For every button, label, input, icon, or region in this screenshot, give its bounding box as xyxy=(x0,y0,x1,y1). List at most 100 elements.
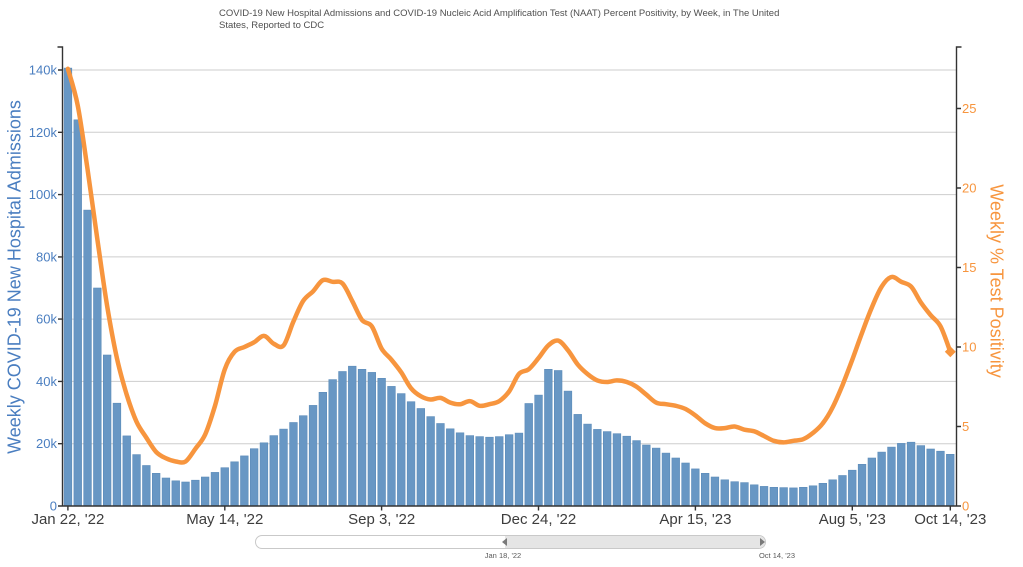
admissions-bar[interactable] xyxy=(387,386,396,507)
admissions-bar[interactable] xyxy=(524,403,533,507)
admissions-bar[interactable] xyxy=(906,441,916,507)
admissions-bar[interactable] xyxy=(661,452,671,507)
admissions-bar[interactable] xyxy=(259,442,269,507)
scrollbar-track[interactable] xyxy=(255,535,766,549)
admissions-bar[interactable] xyxy=(240,455,249,507)
admissions-bar[interactable] xyxy=(132,454,141,507)
admissions-bar[interactable] xyxy=(289,422,298,507)
scrollbar-grip-right[interactable] xyxy=(760,538,765,546)
admissions-bar[interactable] xyxy=(818,482,827,507)
admissions-bar[interactable] xyxy=(642,444,651,507)
admissions-bar[interactable] xyxy=(720,479,729,507)
admissions-bar[interactable] xyxy=(93,287,102,507)
admissions-bar[interactable] xyxy=(612,433,622,507)
admissions-bar[interactable] xyxy=(710,476,720,507)
admissions-bar[interactable] xyxy=(161,477,171,507)
admissions-bar[interactable] xyxy=(73,119,82,507)
admissions-bar[interactable] xyxy=(465,435,474,507)
admissions-bar[interactable] xyxy=(171,480,180,507)
admissions-bar[interactable] xyxy=(83,209,92,507)
admissions-bar[interactable] xyxy=(573,414,582,507)
admissions-bar[interactable] xyxy=(348,365,357,507)
right-axis-tick-labels: 0 5 10 15 20 25 xyxy=(962,101,976,514)
admissions-bar[interactable] xyxy=(397,393,406,507)
admissions-bar[interactable] xyxy=(406,401,416,507)
admissions-bar[interactable] xyxy=(299,415,308,507)
admissions-bar[interactable] xyxy=(152,472,161,507)
scrollbar-grip-left[interactable] xyxy=(502,538,507,546)
admissions-bar[interactable] xyxy=(877,451,886,507)
admissions-bar[interactable] xyxy=(946,453,955,507)
admissions-bar[interactable] xyxy=(504,434,514,507)
admissions-bar[interactable] xyxy=(789,487,798,507)
admissions-bar[interactable] xyxy=(220,467,229,507)
admissions-bar[interactable] xyxy=(769,486,778,507)
admissions-bar[interactable] xyxy=(622,435,631,507)
admissions-bar[interactable] xyxy=(112,402,122,507)
admissions-bar[interactable] xyxy=(514,432,524,507)
admissions-bar[interactable] xyxy=(426,416,435,507)
admissions-bar[interactable] xyxy=(455,432,465,507)
admissions-bar[interactable] xyxy=(318,391,327,507)
svg-text:5: 5 xyxy=(962,419,969,434)
admissions-bar[interactable] xyxy=(338,371,347,507)
admissions-bar[interactable] xyxy=(730,481,739,507)
admissions-bar[interactable] xyxy=(799,486,808,507)
admissions-bar[interactable] xyxy=(63,67,73,507)
admissions-bar[interactable] xyxy=(436,423,445,507)
admissions-bar[interactable] xyxy=(583,423,592,507)
admissions-bar[interactable] xyxy=(475,436,484,507)
admissions-bar[interactable] xyxy=(700,472,710,507)
admissions-bar[interactable] xyxy=(681,462,690,507)
admissions-bar[interactable] xyxy=(848,469,857,507)
admissions-bar[interactable] xyxy=(553,370,563,507)
admissions-bar[interactable] xyxy=(357,368,367,507)
admissions-bar[interactable] xyxy=(838,475,847,507)
admissions-bar[interactable] xyxy=(563,390,573,507)
admissions-bar[interactable] xyxy=(651,447,661,507)
admissions-bar[interactable] xyxy=(691,468,700,507)
admissions-bar[interactable] xyxy=(593,429,602,507)
scrollbar-selection[interactable] xyxy=(505,536,765,548)
admissions-bar[interactable] xyxy=(122,435,131,507)
admissions-bar[interactable] xyxy=(602,431,612,507)
admissions-bar[interactable] xyxy=(916,445,925,507)
admissions-bar[interactable] xyxy=(544,368,553,507)
admissions-bar[interactable] xyxy=(740,482,749,507)
admissions-bar[interactable] xyxy=(759,486,769,507)
admissions-bar[interactable] xyxy=(936,450,945,507)
admissions-bar[interactable] xyxy=(485,436,494,507)
admissions-bar[interactable] xyxy=(230,461,239,507)
admissions-bar[interactable] xyxy=(279,428,288,507)
admissions-bar[interactable] xyxy=(446,428,455,507)
left-axis-tick-labels: 0 20k 40k 60k 80k 100k 120k 140k xyxy=(29,63,58,514)
positivity-line[interactable] xyxy=(65,66,953,465)
admissions-bar[interactable] xyxy=(308,405,318,507)
admissions-bar[interactable] xyxy=(926,448,935,507)
admissions-bar[interactable] xyxy=(328,379,337,507)
admissions-bar[interactable] xyxy=(857,463,867,507)
admissions-bar[interactable] xyxy=(142,465,151,507)
admissions-bar[interactable] xyxy=(897,443,906,507)
admissions-bar[interactable] xyxy=(210,472,220,507)
admissions-bar[interactable] xyxy=(632,440,641,507)
admissions-bar[interactable] xyxy=(887,446,896,507)
admissions-bar[interactable] xyxy=(181,481,190,507)
admissions-bar[interactable] xyxy=(779,487,788,507)
admissions-bar[interactable] xyxy=(191,479,200,507)
admissions-bar[interactable] xyxy=(367,372,376,507)
admissions-bar[interactable] xyxy=(416,408,425,507)
admissions-bar[interactable] xyxy=(808,485,818,507)
admissions-bar[interactable] xyxy=(534,394,543,507)
admissions-bar[interactable] xyxy=(201,476,210,507)
admissions-bar[interactable] xyxy=(269,435,278,507)
admissions-bar[interactable] xyxy=(750,484,759,507)
admissions-bar[interactable] xyxy=(495,436,504,507)
admissions-bar[interactable] xyxy=(828,479,837,507)
admissions-bar[interactable] xyxy=(867,457,876,507)
admissions-bar[interactable] xyxy=(250,448,259,507)
admissions-bar[interactable] xyxy=(103,354,112,507)
admissions-bar[interactable] xyxy=(377,377,386,507)
admissions-bar[interactable] xyxy=(671,457,680,507)
